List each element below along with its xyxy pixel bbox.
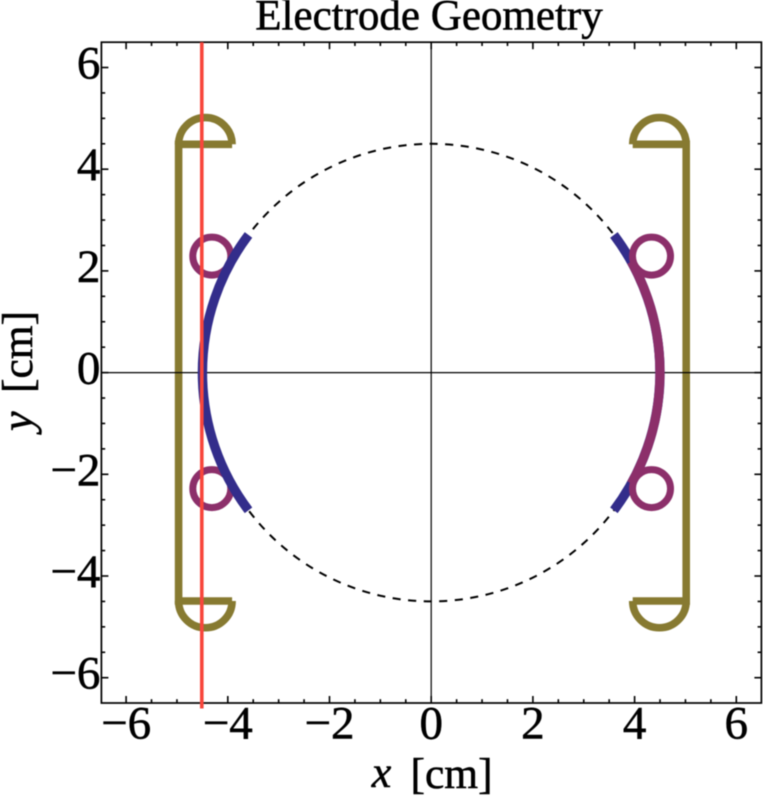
svg-text:x: x: [371, 748, 392, 797]
svg-text:0: 0: [419, 698, 443, 750]
svg-text:−2: −2: [50, 444, 100, 496]
svg-text:−4: −4: [203, 698, 253, 750]
svg-text:2: 2: [521, 698, 545, 750]
svg-text:0: 0: [77, 343, 101, 395]
svg-text:4: 4: [77, 139, 101, 191]
svg-text:Electrode Geometry: Electrode Geometry: [255, 0, 603, 39]
svg-text:4: 4: [623, 698, 647, 750]
svg-text:6: 6: [77, 38, 101, 90]
svg-text:−6: −6: [50, 648, 100, 700]
svg-text:−2: −2: [304, 698, 354, 750]
svg-text:[cm]: [cm]: [411, 750, 493, 798]
svg-text:[cm]: [cm]: [0, 311, 42, 393]
svg-text:−6: −6: [101, 698, 151, 750]
svg-text:6: 6: [725, 698, 749, 750]
svg-text:−4: −4: [50, 546, 100, 598]
svg-text:2: 2: [77, 241, 101, 293]
svg-text:y: y: [0, 411, 42, 435]
